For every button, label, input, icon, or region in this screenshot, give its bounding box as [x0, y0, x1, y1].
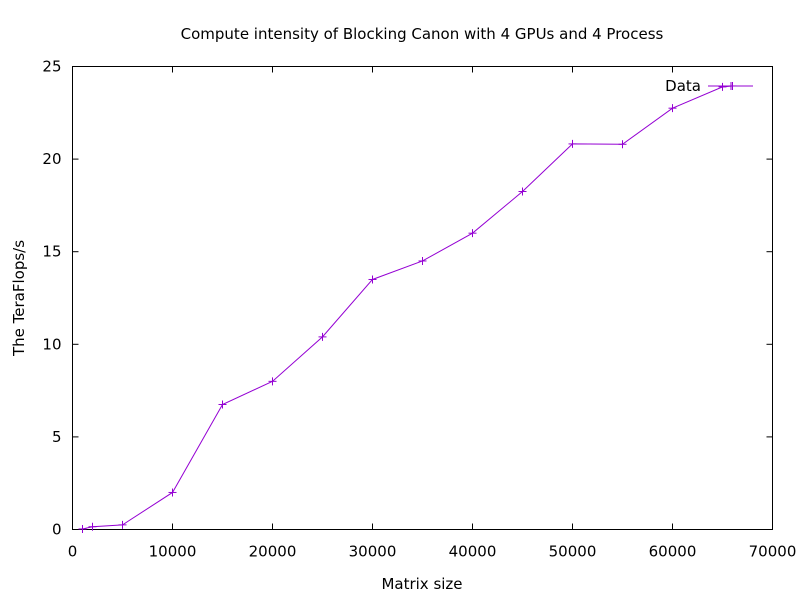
- y-tick-label: 5: [52, 428, 62, 446]
- x-tick-label: 50000: [549, 543, 597, 561]
- x-tick-label: 40000: [449, 543, 497, 561]
- y-tick-label: 10: [42, 335, 61, 353]
- x-axis-label: Matrix size: [381, 575, 462, 593]
- y-tick-label: 15: [42, 243, 61, 261]
- y-tick-label: 25: [42, 58, 61, 76]
- data-point: [618, 140, 627, 149]
- data-point: [118, 520, 127, 529]
- data-point: [218, 400, 227, 409]
- series-layer: [78, 81, 753, 533]
- data-point: [668, 104, 677, 113]
- plot-frame: [72, 66, 773, 530]
- data-point: [268, 377, 277, 386]
- y-axis-label: The TeraFlops/s: [10, 240, 28, 357]
- data-point: [88, 522, 97, 531]
- data-point: [418, 256, 427, 265]
- y-tick-label: 20: [42, 150, 61, 168]
- data-point: [468, 229, 477, 238]
- data-point: [368, 275, 377, 284]
- x-axis-ticks: 0 10000 20000 30000 40000 50000 60000 70000: [68, 66, 797, 561]
- data-point: [318, 332, 327, 341]
- x-tick-label: 30000: [349, 543, 397, 561]
- x-tick-label: 60000: [649, 543, 697, 561]
- x-tick-label: 0: [68, 543, 78, 561]
- x-tick-label: 20000: [249, 543, 297, 561]
- data-point: [168, 488, 177, 497]
- legend: Data: [665, 77, 753, 95]
- legend-label-data: Data: [665, 77, 701, 95]
- y-tick-label: 0: [52, 521, 62, 539]
- data-point: [78, 524, 87, 533]
- data-point: [518, 187, 527, 196]
- y-axis-ticks: 0 5 10 15 20 25: [42, 58, 773, 539]
- x-tick-label: 70000: [749, 543, 797, 561]
- data-point: [718, 82, 727, 91]
- chart-title: Compute intensity of Blocking Canon with…: [181, 25, 664, 43]
- series-line-data: [82, 85, 753, 530]
- x-tick-label: 10000: [149, 543, 197, 561]
- data-point: [568, 139, 577, 148]
